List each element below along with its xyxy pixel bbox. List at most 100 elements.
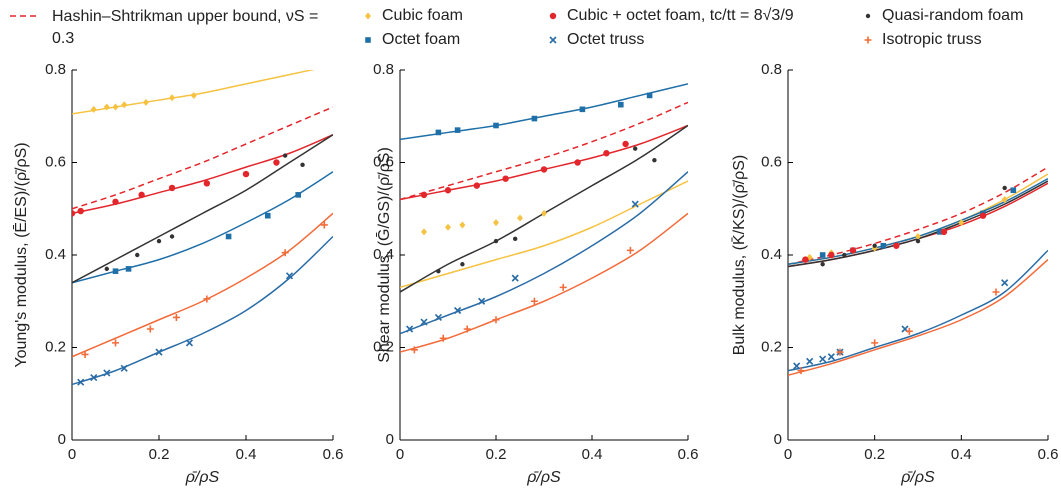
marker [819,252,826,258]
marker [300,162,305,168]
marker [103,103,110,111]
y-tick-label: 0 [386,431,394,448]
marker [827,353,835,361]
x-axis-label: ρ̄/ρS [185,469,220,486]
x-tick-label: 0.4 [582,446,603,463]
marker [633,146,638,151]
plot-area [400,83,688,354]
marker [103,369,111,377]
marker [574,159,581,166]
x-axis-label: ρ̄/ρS [900,469,935,486]
marker [631,200,639,208]
marker [549,36,557,44]
marker [125,266,132,272]
marker [992,288,1000,296]
marker [435,129,442,136]
marker [880,242,887,249]
x-tick-label: 0.4 [951,446,972,463]
marker [1001,279,1009,287]
marker [463,325,471,333]
legend-label: Isotropic truss [882,31,982,48]
y-tick-label: 0.6 [373,153,394,170]
y-tick-label: 0.6 [45,153,66,170]
marker [905,327,913,335]
marker [439,334,447,342]
marker [541,209,547,217]
marker [820,262,825,267]
x-tick-label: 0 [68,446,76,463]
marker [622,140,629,148]
marker [492,316,500,324]
fit-curve [400,180,688,289]
marker [530,297,538,305]
x-tick-label: 0.2 [149,446,170,463]
marker [169,234,175,239]
marker [1010,187,1017,194]
legend-label: Cubic + octet foam, tc/tt = 8√3/9 [567,7,794,24]
y-tick-label: 0.8 [761,61,782,78]
marker [281,249,289,257]
marker [155,348,163,356]
marker [849,247,857,254]
fit-curve [400,83,688,141]
marker [406,325,414,333]
marker [828,251,835,259]
fit-curve [72,134,333,215]
marker [864,36,872,44]
y-tick-label: 0.4 [45,246,66,263]
marker [225,233,232,240]
y-axis-label: Bulk modulus, (K̄/KS)/(ρ̄/ρS) [731,155,748,355]
legend-label: Cubic foam [382,7,463,24]
marker [454,306,462,315]
fit-curve [72,134,333,284]
marker [460,262,465,267]
fit-curve [72,171,333,284]
marker [120,364,128,372]
y-tick-label: 0.8 [373,61,394,78]
marker [549,12,557,20]
fit-curve [788,178,1048,265]
x-tick-label: 0 [396,446,404,463]
marker [420,191,428,199]
marker [320,221,328,229]
legend-box: Hashin–Shtrikman upper bound, νS = 0.3 [52,8,319,47]
y-tick-label: 0 [58,431,66,448]
marker [436,268,441,274]
marker [77,207,84,215]
marker [273,159,280,166]
legend-label: Hashin–Shtrikman upper bound, νS = 0.3 [52,8,319,47]
marker [190,91,197,99]
y-tick-label: 0 [774,431,782,448]
marker [493,122,499,129]
marker [172,313,180,321]
fit-curve [788,173,1048,265]
x-axis-label: ρ̄/ρS [526,469,561,486]
marker [242,170,250,178]
y-axis-label: Shear modulus, (Ḡ/GS)/(ρ̄/ρS) [375,147,393,363]
marker [502,175,509,182]
fit-curve [72,235,333,386]
y-tick-label: 0.2 [45,338,66,355]
x-tick-label: 0.6 [1038,446,1059,463]
x-tick-label: 0 [784,446,792,463]
marker [420,318,428,326]
marker [836,348,844,356]
marker [104,266,110,272]
marker [185,339,194,347]
marker [797,367,805,375]
marker [936,229,943,235]
marker [915,238,921,244]
fit-curve [788,166,1048,265]
marker [793,362,801,370]
marker [842,252,847,258]
marker [454,127,461,133]
marker [77,378,85,386]
marker [513,236,518,242]
marker [282,153,288,158]
marker [915,233,921,240]
marker [493,238,499,244]
marker [72,210,76,217]
marker [295,192,301,198]
fit-curve [788,249,1048,372]
